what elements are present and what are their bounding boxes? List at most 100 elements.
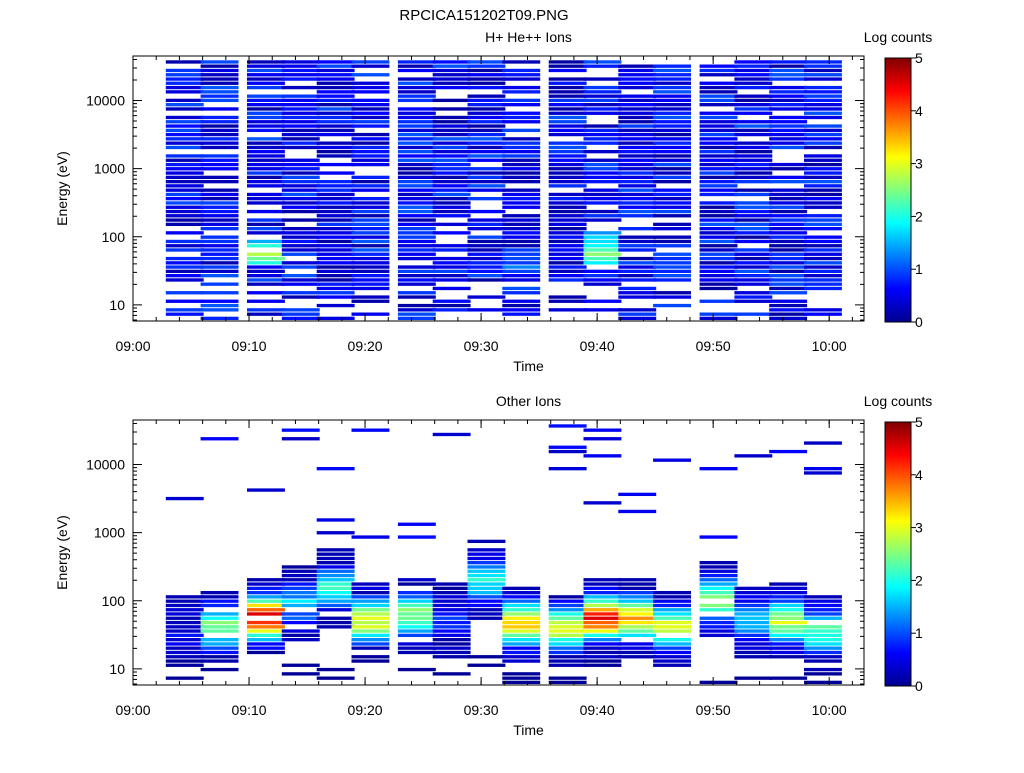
- heatmap-cell: [618, 582, 657, 586]
- heatmap-cell: [734, 145, 773, 150]
- heatmap-cell: [618, 171, 657, 175]
- heatmap-cell: [502, 616, 541, 620]
- heatmap-cell: [467, 612, 506, 616]
- heatmap-cell: [583, 603, 622, 608]
- heatmap-cell: [548, 68, 587, 73]
- heatmap-cell: [247, 209, 285, 214]
- heatmap-cell: [734, 595, 773, 599]
- heatmap-cell: [804, 467, 842, 471]
- heatmap-cell: [281, 569, 320, 573]
- heatmap-cell: [804, 197, 842, 201]
- heatmap-cell: [432, 655, 471, 659]
- heatmap-cell: [397, 239, 436, 244]
- heatmap-cell: [653, 265, 691, 269]
- heatmap-cell: [467, 180, 506, 184]
- heatmap-cell: [548, 308, 587, 312]
- column-0958: [804, 441, 842, 685]
- heatmap-cell: [316, 256, 355, 261]
- heatmap-cell: [397, 282, 436, 286]
- heatmap-cell: [316, 188, 355, 192]
- heatmap-cell: [583, 201, 622, 205]
- heatmap-cell: [769, 73, 808, 77]
- heatmap-cell: [583, 94, 622, 98]
- heatmap-cell: [432, 197, 471, 201]
- heatmap-cell: [316, 552, 355, 556]
- heatmap-cell: [432, 115, 471, 120]
- heatmap-cell: [734, 209, 773, 214]
- heatmap-cell: [165, 599, 204, 603]
- heatmap-cell: [804, 261, 842, 265]
- heatmap-cell: [769, 633, 808, 638]
- heatmap-cell: [467, 265, 506, 269]
- heatmap-cell: [734, 586, 773, 591]
- heatmap-cell: [653, 239, 691, 244]
- x-tick-label: 09:40: [580, 338, 615, 354]
- heatmap-cell: [351, 535, 390, 539]
- heatmap-cell: [769, 638, 808, 642]
- heatmap-cell: [804, 278, 842, 282]
- heatmap-cell: [618, 586, 657, 591]
- heatmap-cell: [583, 586, 622, 591]
- plot-frame: [132, 419, 865, 686]
- heatmap-cell: [734, 218, 773, 222]
- heatmap-cell: [618, 650, 657, 655]
- heatmap-cell: [316, 676, 355, 680]
- heatmap-cell: [397, 145, 436, 150]
- heatmap-cell: [247, 591, 285, 595]
- heatmap-cell: [397, 231, 436, 235]
- heatmap-cell: [432, 158, 471, 162]
- heatmap-cell: [316, 265, 355, 269]
- heatmap-cell: [734, 638, 773, 642]
- heatmap-cell: [804, 680, 842, 685]
- heatmap-cell: [316, 77, 355, 81]
- heatmap-cell: [351, 137, 390, 141]
- heatmap-cell: [281, 73, 320, 77]
- x-tick-label: 10:00: [812, 338, 847, 354]
- heatmap-cell: [548, 175, 587, 180]
- heatmap-cell: [467, 137, 506, 141]
- heatmap-cell: [804, 162, 842, 167]
- heatmap-cell: [583, 616, 622, 620]
- heatmap-cell: [653, 625, 691, 629]
- heatmap-cell: [699, 467, 738, 471]
- heatmap-cell: [804, 441, 842, 445]
- heatmap-cell: [653, 659, 691, 663]
- heatmap-cell: [502, 115, 541, 120]
- heatmap-cell: [351, 231, 390, 235]
- heatmap-cell: [699, 278, 738, 282]
- heatmap-cell: [247, 171, 285, 175]
- heatmap-cell: [397, 85, 436, 90]
- heatmap-cell: [316, 222, 355, 227]
- heatmap-cell: [618, 244, 657, 248]
- heatmap-cell: [165, 612, 204, 616]
- heatmap-cell: [583, 103, 622, 107]
- heatmap-cell: [769, 303, 808, 308]
- heatmap-cell: [200, 625, 239, 629]
- heatmap-cell: [316, 556, 355, 561]
- heatmap-cell: [432, 77, 471, 81]
- heatmap-cell: [804, 132, 842, 137]
- heatmap-cell: [165, 167, 204, 171]
- heatmap-cell: [351, 603, 390, 608]
- heatmap-cell: [502, 680, 541, 685]
- heatmap-cell: [281, 205, 320, 209]
- heatmap-cell: [804, 218, 842, 222]
- heatmap-cell: [397, 218, 436, 222]
- heatmap-cell: [653, 655, 691, 659]
- heatmap-cell: [804, 599, 842, 603]
- heatmap-cell: [200, 659, 239, 663]
- heatmap-cell: [653, 629, 691, 633]
- heatmap-cell: [316, 150, 355, 154]
- heatmap-cell: [200, 94, 239, 98]
- heatmap-cell: [316, 111, 355, 115]
- column-0945: [653, 458, 691, 667]
- heatmap-cell: [432, 68, 471, 73]
- column-0936: [548, 60, 587, 312]
- heatmap-cell: [804, 629, 842, 633]
- heatmap-cell: [699, 218, 738, 222]
- heatmap-cell: [351, 282, 390, 286]
- heatmap-cell: [432, 629, 471, 633]
- heatmap-cell: [432, 137, 471, 141]
- heatmap-cell: [165, 659, 204, 663]
- heatmap-cell: [467, 252, 506, 256]
